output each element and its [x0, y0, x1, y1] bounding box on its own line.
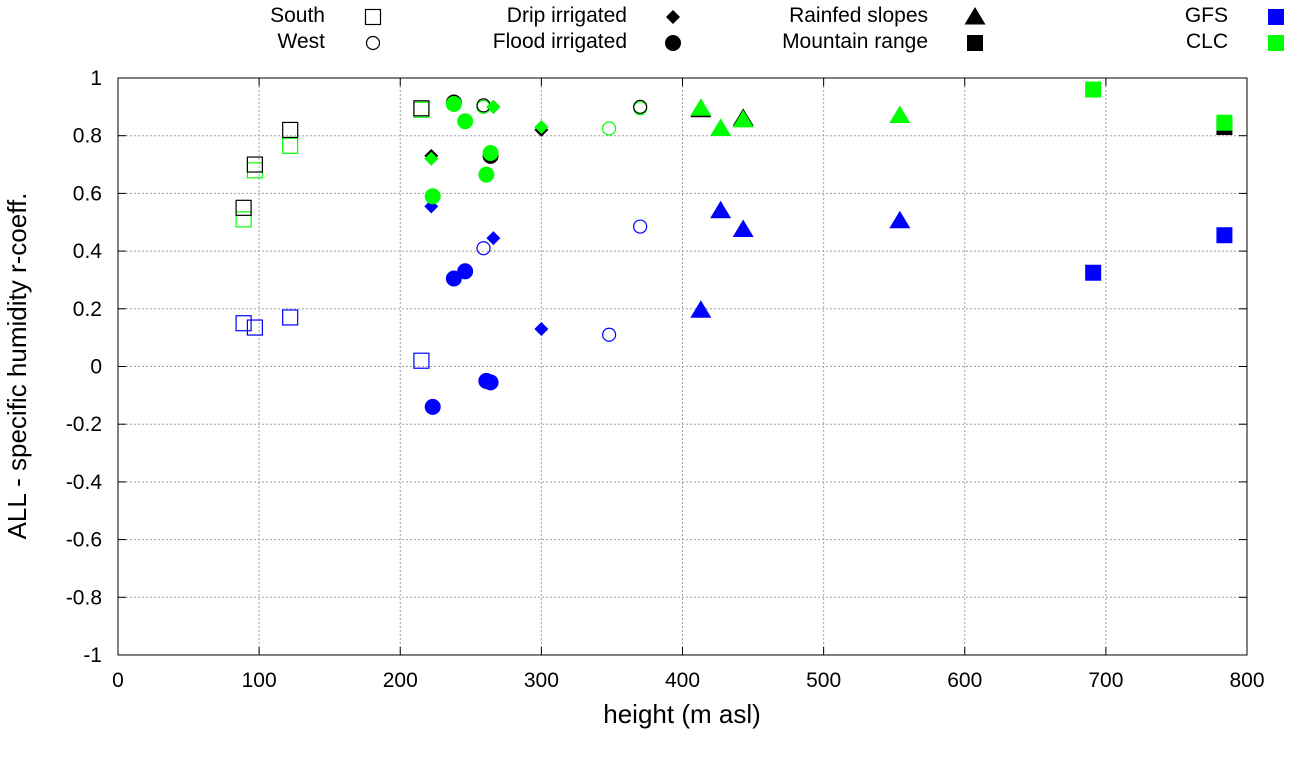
data-point-south-clc — [235, 211, 252, 228]
x-tick-label: 300 — [524, 669, 559, 692]
data-point-rainfed-slopes-gfs — [690, 300, 712, 318]
data-point-west-black — [633, 99, 648, 114]
y-tick-label: -0.4 — [66, 471, 103, 494]
y-tick-label: 0.6 — [73, 182, 102, 205]
y-tick-label: 1 — [90, 67, 102, 90]
data-point-rainfed-slopes-gfs — [732, 219, 754, 237]
legend-marker-rainfed-slopes — [964, 7, 986, 25]
data-point-south-gfs — [413, 352, 430, 369]
data-point-west-clc — [602, 121, 617, 136]
data-point-south-clc — [246, 162, 263, 179]
data-point-rainfed-slopes-clc — [690, 98, 712, 116]
data-point-flood-irrigated-gfs — [457, 263, 474, 280]
data-point-drip-irrigated-clc — [486, 99, 501, 114]
data-point-west-gfs — [633, 219, 648, 234]
data-point-rainfed-slopes-clc — [732, 109, 754, 128]
data-points — [235, 81, 1233, 415]
data-point-drip-irrigated-clc — [424, 151, 439, 166]
data-point-west-gfs — [476, 241, 491, 256]
legend-marker-south — [364, 8, 382, 26]
data-point-flood-irrigated-gfs — [482, 374, 499, 391]
legend-label: Mountain range — [782, 30, 928, 53]
legend-swatch-clc — [1268, 35, 1284, 51]
data-point-south-black — [413, 100, 430, 117]
y-tick-label: -0.2 — [66, 413, 102, 436]
y-tick-label: -1 — [83, 644, 102, 667]
data-point-west-gfs — [602, 327, 617, 342]
x-tick-label: 700 — [1088, 669, 1123, 692]
x-tick-label: 200 — [383, 669, 418, 692]
legend-marker-flood-irrigated — [665, 35, 681, 51]
y-tick-label: -0.6 — [66, 529, 102, 552]
data-point-south-black — [282, 121, 299, 139]
legend-label: Drip irrigated — [507, 4, 627, 27]
data-point-south-clc — [413, 101, 430, 118]
legend-marker-west — [365, 35, 381, 51]
data-point-flood-irrigated-clc — [482, 145, 499, 162]
y-tick-label: 0.4 — [73, 240, 103, 263]
data-point-rainfed-slopes-clc — [889, 105, 911, 124]
x-tick-label: 800 — [1229, 669, 1264, 692]
data-point-south-gfs — [282, 309, 299, 326]
data-point-drip-irrigated-clc — [534, 120, 549, 135]
y-tick-label: 0 — [90, 356, 102, 379]
data-point-drip-irrigated-gfs — [534, 321, 549, 336]
data-point-flood-irrigated-gfs — [424, 398, 441, 415]
data-point-drip-irrigated-gfs — [486, 231, 501, 246]
y-tick-label: 0.8 — [73, 125, 102, 148]
y-tick-label: 0.2 — [73, 298, 102, 321]
legend-label: Flood irrigated — [493, 30, 627, 53]
legend-label: GFS — [1185, 4, 1228, 27]
legend-label: Rainfed slopes — [789, 4, 928, 27]
data-point-mountain-range-gfs — [1085, 264, 1102, 281]
legend-marker-mountain-range — [967, 35, 983, 51]
legend-label: South — [270, 4, 325, 27]
x-tick-label: 400 — [665, 669, 700, 692]
x-axis-title: height (m asl) — [603, 699, 761, 729]
data-point-rainfed-slopes-gfs — [889, 210, 911, 229]
y-axis-title: ALL - specific humidity r-coeff. — [2, 193, 32, 540]
data-point-mountain-range-gfs — [1216, 227, 1233, 244]
legend: South West Drip irrigated Flood irrigated Ra… — [270, 4, 1284, 53]
y-tick-label: -0.8 — [66, 586, 102, 609]
data-point-south-black — [235, 199, 252, 216]
data-point-mountain-range-clc — [1085, 81, 1102, 98]
data-point-flood-irrigated-clc — [478, 166, 495, 183]
data-point-south-clc — [282, 137, 299, 154]
x-tick-label: 100 — [242, 669, 277, 692]
legend-label: CLC — [1186, 30, 1228, 53]
x-tick-label: 600 — [947, 669, 982, 692]
data-point-south-gfs — [235, 315, 252, 332]
data-point-south-gfs — [246, 319, 263, 336]
axis-ticks: 0 100 200 300 400 500 600 700 800 -1 -0.8 -0.6 -0.4 -… — [66, 67, 1265, 692]
data-point-rainfed-slopes-clc — [710, 118, 732, 136]
legend-marker-drip-irrigated — [666, 10, 680, 24]
data-point-flood-irrigated-clc — [424, 188, 441, 205]
data-point-rainfed-slopes-gfs — [710, 200, 732, 219]
x-tick-label: 0 — [112, 669, 124, 692]
legend-label: West — [278, 30, 326, 53]
data-point-mountain-range-clc — [1216, 114, 1233, 131]
data-point-flood-irrigated-clc — [457, 113, 474, 130]
grid — [118, 78, 1247, 655]
data-point-flood-irrigated-clc — [445, 95, 462, 112]
data-point-south-black — [246, 156, 263, 173]
legend-swatch-gfs — [1268, 9, 1284, 25]
x-tick-label: 500 — [806, 669, 841, 692]
